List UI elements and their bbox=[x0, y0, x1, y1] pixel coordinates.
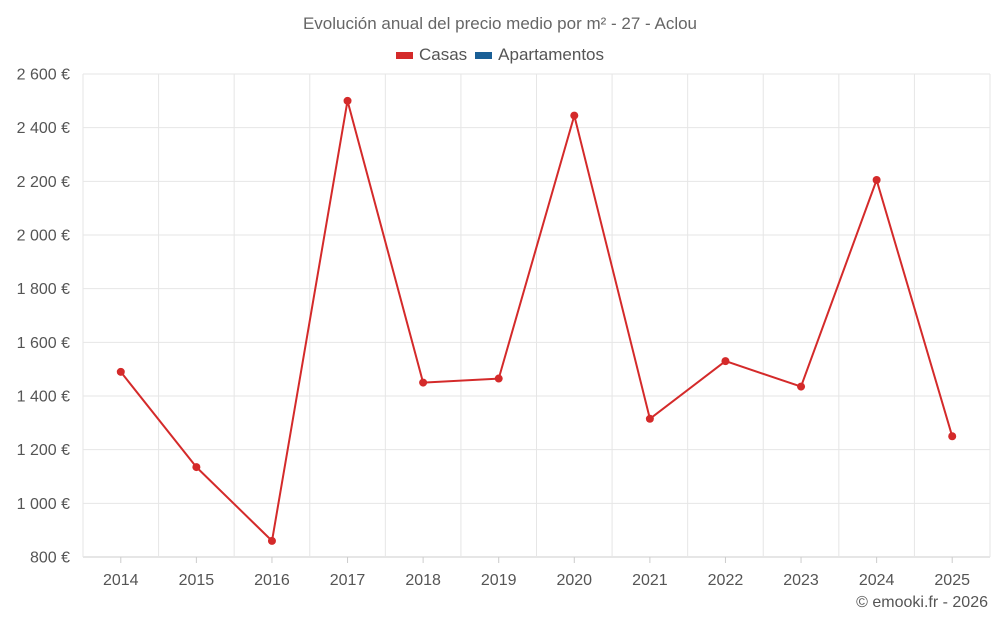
y-tick-label: 2 200 € bbox=[17, 174, 70, 191]
data-point bbox=[570, 111, 579, 120]
legend: Casas Apartamentos bbox=[0, 45, 1000, 65]
y-tick-label: 1 200 € bbox=[17, 442, 70, 459]
data-point bbox=[721, 357, 730, 366]
legend-label-casas: Casas bbox=[418, 45, 468, 64]
x-tick-label: 2014 bbox=[103, 572, 139, 589]
y-tick-label: 2 000 € bbox=[17, 228, 70, 245]
y-tick-label: 1 800 € bbox=[17, 281, 70, 298]
x-tick-label: 2016 bbox=[254, 572, 290, 589]
x-tick-label: 2023 bbox=[783, 572, 819, 589]
data-point bbox=[192, 463, 201, 472]
data-point bbox=[494, 374, 503, 383]
data-point bbox=[948, 432, 957, 441]
copyright-text: © emooki.fr - 2026 bbox=[856, 594, 988, 611]
legend-swatch-casas bbox=[395, 51, 413, 59]
data-point bbox=[872, 175, 881, 184]
data-point bbox=[419, 378, 428, 387]
x-tick-label: 2025 bbox=[934, 572, 970, 589]
legend-label-apartamentos: Apartamentos bbox=[498, 45, 605, 64]
x-tick-label: 2019 bbox=[481, 572, 517, 589]
x-tick-label: 2021 bbox=[632, 572, 668, 589]
x-tick-label: 2022 bbox=[708, 572, 744, 589]
data-point bbox=[343, 96, 352, 105]
data-point bbox=[267, 536, 276, 545]
legend-item-casas[interactable]: Casas bbox=[395, 45, 468, 65]
legend-swatch-apartamentos bbox=[475, 51, 493, 59]
chart-title: Evolución anual del precio medio por m² … bbox=[302, 14, 698, 33]
y-tick-label: 800 € bbox=[30, 550, 70, 567]
x-tick-label: 2024 bbox=[859, 572, 895, 589]
data-point bbox=[645, 414, 654, 423]
data-point bbox=[797, 382, 806, 391]
x-tick-label: 2018 bbox=[405, 572, 441, 589]
data-point bbox=[116, 367, 125, 376]
x-tick-label: 2020 bbox=[556, 572, 592, 589]
y-tick-label: 2 600 € bbox=[17, 67, 70, 84]
y-tick-label: 2 400 € bbox=[17, 120, 70, 137]
legend-item-apartamentos[interactable]: Apartamentos bbox=[475, 45, 604, 65]
x-tick-label: 2017 bbox=[330, 572, 366, 589]
y-tick-label: 1 400 € bbox=[17, 389, 70, 406]
x-tick-label: 2015 bbox=[179, 572, 215, 589]
y-tick-label: 1 000 € bbox=[17, 496, 70, 513]
y-tick-label: 1 600 € bbox=[17, 335, 70, 352]
series-line-casas bbox=[120, 99, 954, 542]
